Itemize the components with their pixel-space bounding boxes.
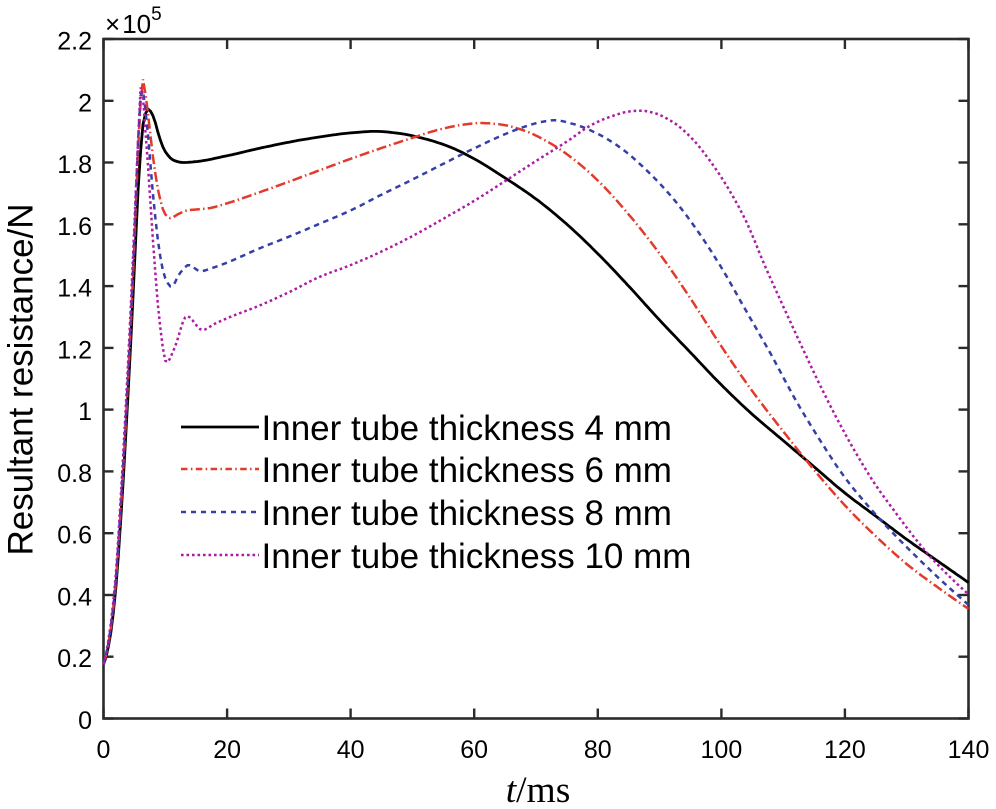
- svg-text:100: 100: [701, 736, 743, 764]
- svg-text:0.6: 0.6: [57, 522, 92, 550]
- svg-text:2: 2: [78, 89, 92, 117]
- svg-text:1.6: 1.6: [57, 213, 92, 241]
- svg-text:t/ms: t/ms: [506, 770, 571, 809]
- svg-text:0: 0: [78, 707, 92, 735]
- svg-text:2.2: 2.2: [57, 28, 92, 56]
- svg-text:×105: ×105: [105, 4, 162, 39]
- svg-text:Inner tube thickness 10 mm: Inner tube thickness 10 mm: [262, 537, 692, 576]
- svg-text:1: 1: [78, 398, 92, 426]
- svg-text:1.8: 1.8: [57, 151, 92, 179]
- svg-text:20: 20: [213, 736, 241, 764]
- svg-text:Resultant resistance/N: Resultant resistance/N: [2, 203, 41, 555]
- svg-text:Inner tube thickness 4 mm: Inner tube thickness 4 mm: [262, 409, 672, 448]
- svg-text:60: 60: [460, 736, 488, 764]
- svg-text:0: 0: [97, 736, 111, 764]
- svg-text:1.2: 1.2: [57, 336, 92, 364]
- svg-text:0.4: 0.4: [57, 584, 92, 612]
- svg-text:1.4: 1.4: [57, 275, 92, 303]
- svg-text:80: 80: [584, 736, 612, 764]
- svg-text:0.8: 0.8: [57, 460, 92, 488]
- svg-text:140: 140: [948, 736, 990, 764]
- svg-text:Inner tube thickness 6 mm: Inner tube thickness 6 mm: [262, 451, 672, 490]
- svg-text:40: 40: [337, 736, 365, 764]
- svg-text:Inner tube thickness 8 mm: Inner tube thickness 8 mm: [262, 494, 672, 533]
- svg-text:120: 120: [824, 736, 866, 764]
- svg-text:0.2: 0.2: [57, 645, 92, 673]
